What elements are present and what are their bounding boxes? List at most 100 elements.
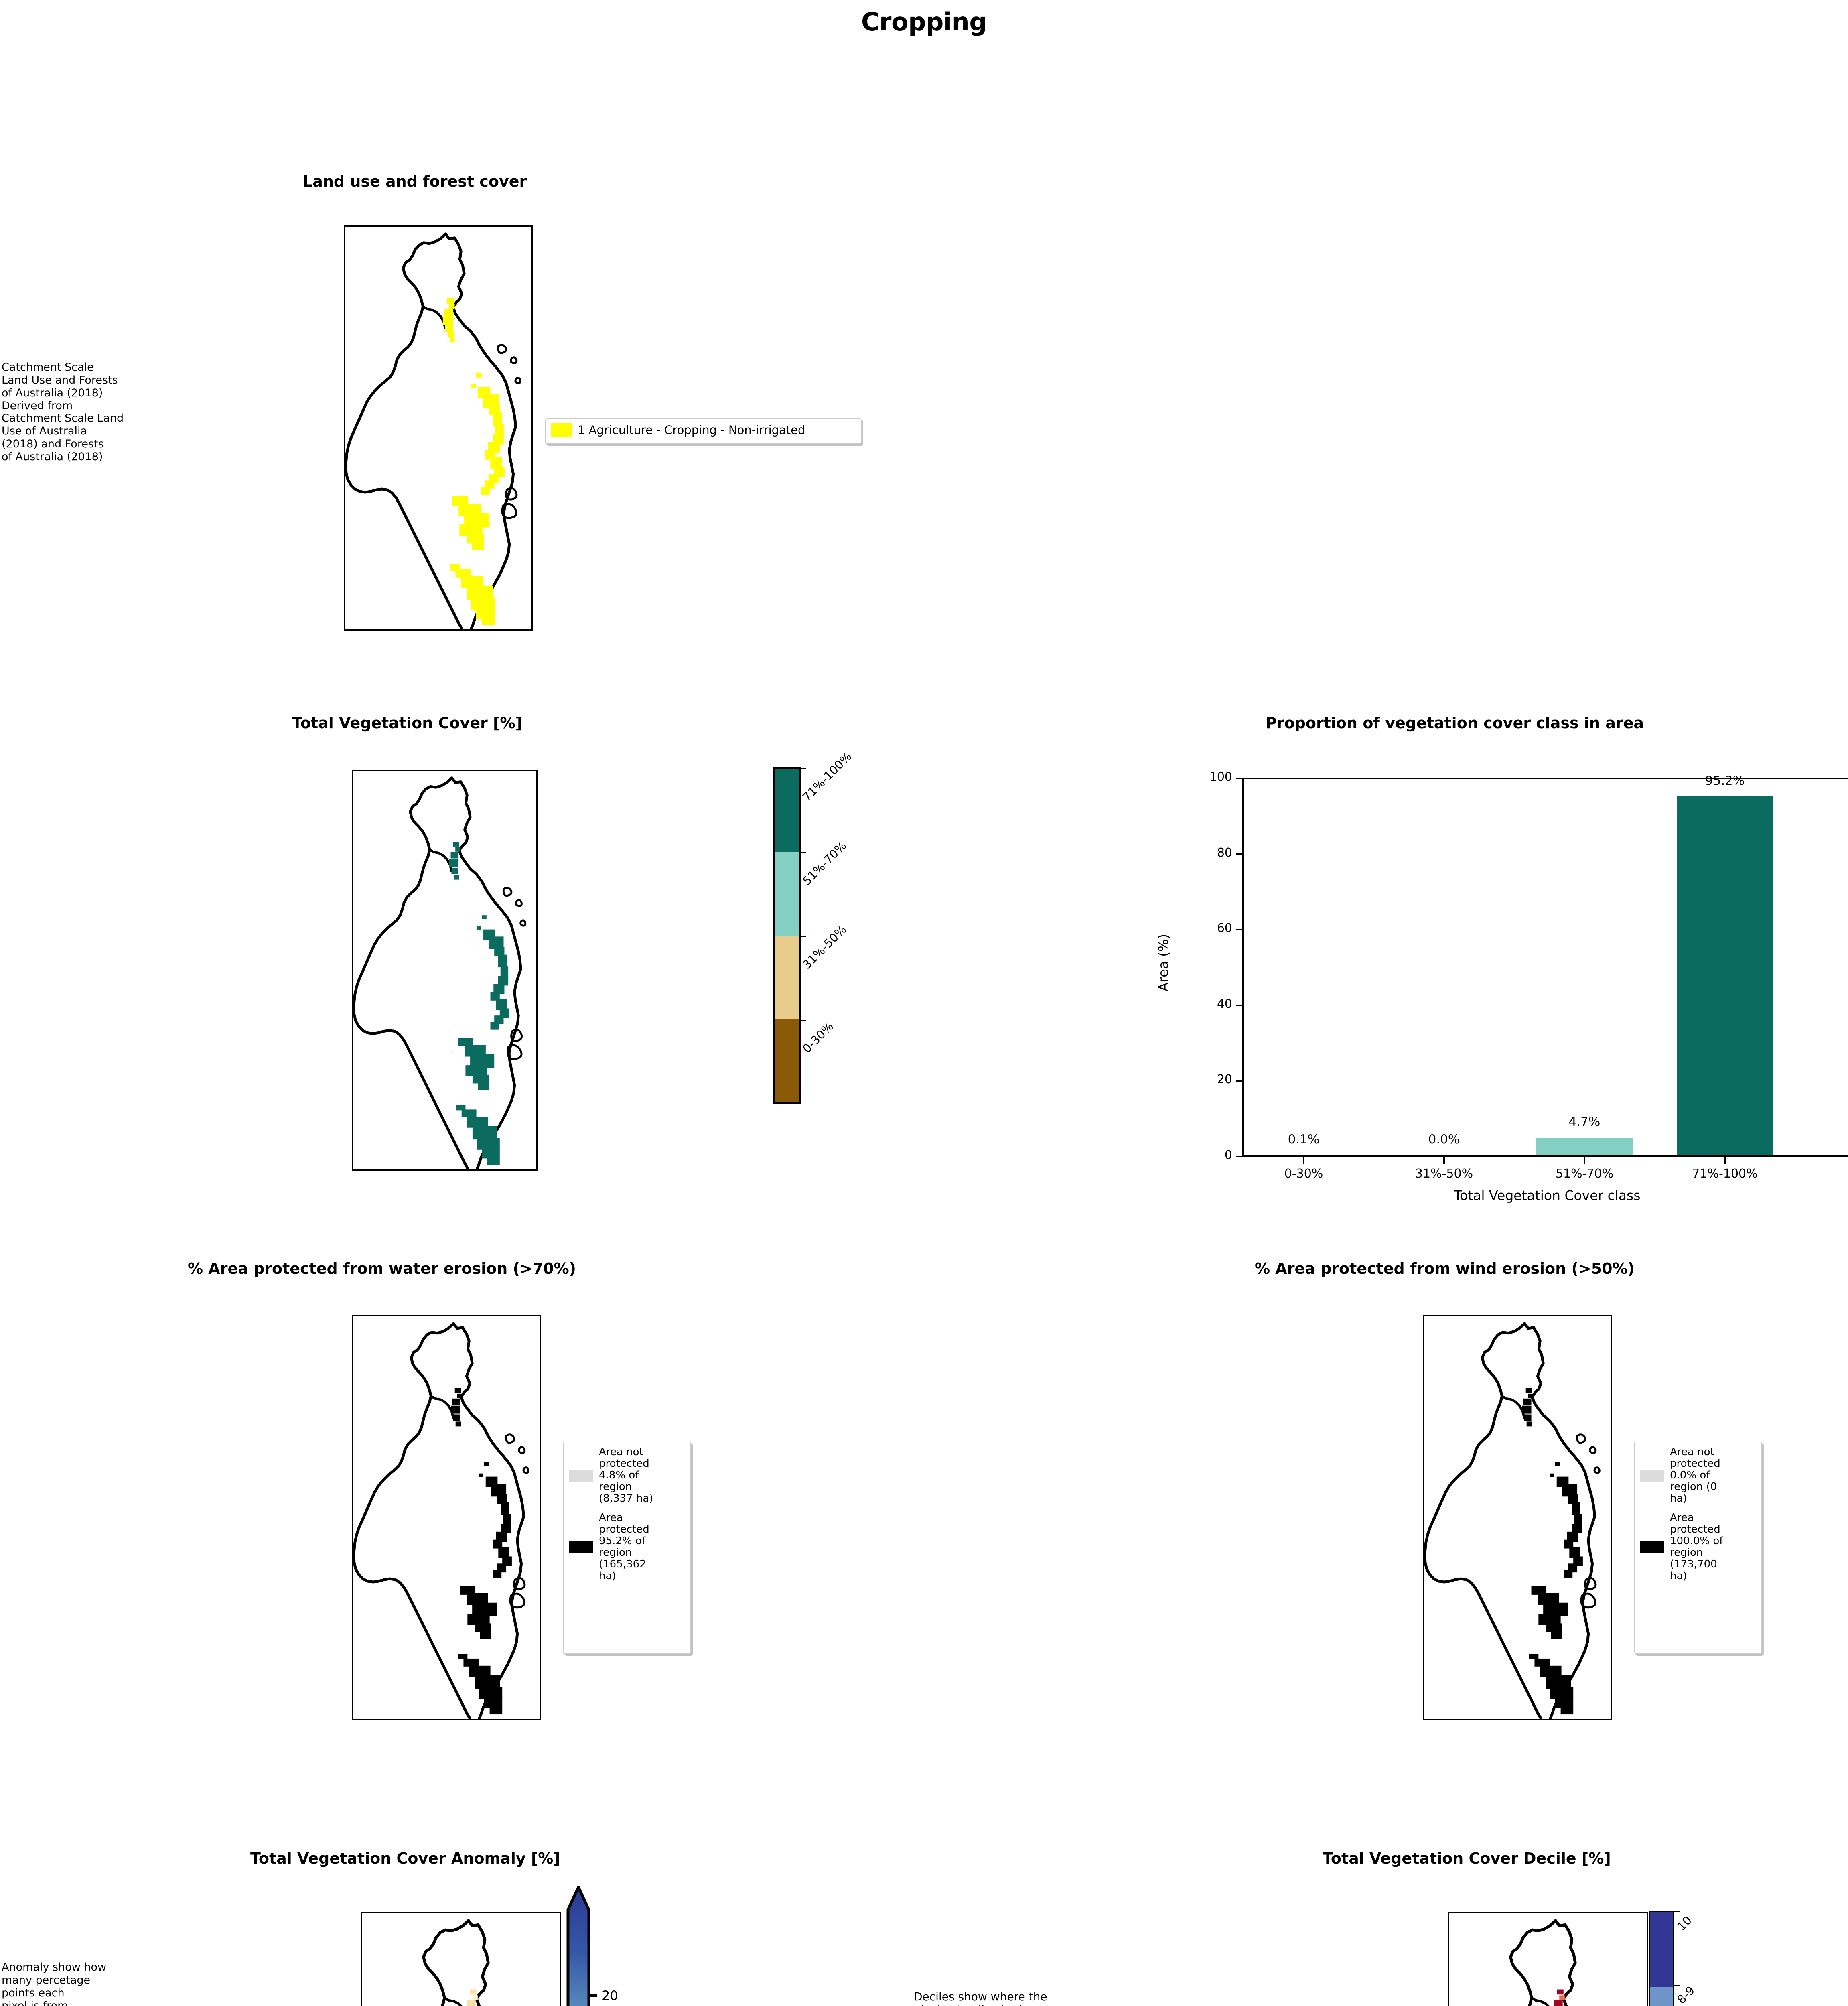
colorbar-tick (1673, 1985, 1680, 1986)
map-wind-erosion[interactable] (1423, 1315, 1612, 1720)
map-tick (344, 394, 345, 396)
map-decile-svg (1509, 1919, 1577, 2006)
map-tick (1423, 1483, 1424, 1484)
chart-x-ticklabel-31-50: 31%-50% (1415, 1167, 1473, 1181)
colorbar-decile-label-8-9: 8-9 (1674, 1983, 1698, 2006)
chart-x-axis-label: Total Vegetation Cover class (1454, 1188, 1641, 1203)
map-tick (344, 455, 345, 456)
legend-label-protected: Area protected 100.0% of region (173,700… (1670, 1511, 1723, 1582)
legend-water-erosion[interactable]: Area not protected 4.8% of region (8,337… (563, 1442, 691, 1654)
anomaly-note: Anomaly show how many percetage points e… (2, 1961, 107, 2006)
map-tick (352, 996, 353, 997)
colorbar-label-71-100: 71%-100% (799, 749, 854, 804)
map-tick (352, 1483, 353, 1484)
chart-title-proportion: Proportion of vegetation cover class in … (1266, 714, 1644, 732)
colorbar-total-vegetation-cover[interactable] (773, 767, 806, 1104)
map-decile[interactable] (1448, 1912, 1648, 2006)
colorbar-anomaly[interactable] (561, 1883, 597, 2006)
chart-y-axis-label: Area (%) (1155, 934, 1171, 992)
map-tick (352, 937, 353, 938)
map-tick (416, 1719, 417, 1720)
chart-y-ticklabel-100: 100 (1209, 770, 1232, 784)
legend-label-protected: Area protected 95.2% of region (165,362 … (599, 1511, 649, 1582)
map-tick (352, 877, 353, 878)
colorbar-segment-0-30 (775, 1019, 799, 1102)
chart-x-axis (1242, 1155, 1848, 1157)
map-tick (487, 1719, 489, 1720)
legend-row-protected: Area protected 95.2% of region (165,362 … (569, 1512, 685, 1582)
legend-row-not-protected: Area not protected 0.0% of region (0 ha) (1640, 1446, 1756, 1505)
land-use-source-note: Catchment Scale Land Use and Forests of … (2, 361, 124, 463)
chart-bar-label-51-70: 4.7% (1568, 1115, 1601, 1129)
chart-x-tick (1724, 1157, 1726, 1164)
chart-x-ticklabel-0-30: 0-30% (1284, 1167, 1323, 1181)
chart-top-spine (1242, 778, 1848, 779)
map-tick (1423, 1423, 1424, 1424)
colorbar-anomaly-body (566, 1886, 590, 2006)
colorbar-tick (799, 768, 806, 769)
chart-y-ticklabel-40: 40 (1217, 997, 1232, 1011)
map-water-erosion[interactable] (352, 1315, 541, 1720)
chart-bar-label-31-50: 0.0% (1428, 1132, 1460, 1147)
map-tick (1423, 1604, 1424, 1605)
map-tick (352, 1056, 353, 1057)
panel-title-land-use: Land use and forest cover (303, 173, 527, 190)
map-tick (344, 275, 345, 276)
map-tick (344, 334, 345, 335)
chart-y-tick (1236, 929, 1243, 930)
map-tick (352, 818, 353, 819)
map-land-use-svg (345, 232, 521, 629)
chart-bar-label-71-100: 95.2% (1705, 774, 1745, 788)
map-tick (352, 1364, 353, 1365)
colorbar-decile[interactable] (1649, 1911, 1680, 2006)
colorbar-tick (799, 936, 806, 937)
chart-y-tick (1236, 1080, 1243, 1082)
map-anomaly-svg (422, 1919, 490, 2006)
legend-swatch-protected (569, 1541, 593, 1553)
page-title: Cropping (861, 7, 987, 37)
panel-title-decile: Total Vegetation Cover Decile [%] (1323, 1850, 1611, 1867)
chart-y-tick (1236, 778, 1243, 779)
map-tick (1423, 1364, 1424, 1365)
colorbar-anomaly-tick-20: 20 (602, 1988, 618, 2003)
chart-x-tick (1303, 1157, 1304, 1164)
panel-title-veg-cover: Total Vegetation Cover [%] (292, 714, 522, 732)
map-land-use[interactable] (344, 225, 533, 631)
panel-title-water-erosion: % Area protected from water erosion (>70… (188, 1260, 576, 1277)
colorbar-segment-31-50 (775, 936, 799, 1019)
chart-bar-71-100[interactable] (1677, 796, 1773, 1155)
legend-wind-erosion[interactable]: Area not protected 0.0% of region (0 ha)… (1634, 1442, 1762, 1654)
map-tick (1423, 1664, 1424, 1665)
legend-land-use[interactable]: 1 Agriculture - Cropping - Non-irrigated (545, 418, 862, 444)
map-tick (344, 575, 345, 576)
colorbar-segment-51-70 (775, 852, 799, 936)
map-tick (352, 1115, 353, 1116)
colorbar-decile-label-10: 10 (1674, 1913, 1695, 1934)
map-tick (1558, 1719, 1560, 1720)
map-anomaly[interactable] (361, 1912, 561, 2006)
colorbar-label-0-30: 0-30% (799, 1019, 836, 1056)
map-tick (352, 1664, 353, 1665)
map-water-svg (353, 1322, 529, 1719)
colorbar-tick (1673, 1911, 1680, 1912)
map-tick (1487, 1719, 1488, 1720)
map-tick (480, 629, 481, 631)
colorbar-segment-10 (1650, 1912, 1673, 1988)
legend-swatch-cropping (551, 423, 572, 437)
map-wind-svg (1424, 1322, 1601, 1719)
chart-y-ticklabel-80: 80 (1217, 846, 1232, 860)
chart-y-ticklabel-20: 20 (1217, 1072, 1232, 1086)
colorbar-label-31-50: 31%-50% (799, 922, 849, 972)
map-tick (409, 629, 410, 631)
map-tick (1448, 1960, 1449, 1961)
legend-label-cropping: 1 Agriculture - Cropping - Non-irrigated (578, 423, 805, 437)
chart-proportion-of-vegetation-cover-class[interactable]: 0 20 40 60 80 100 Area (%) 0.1% 0.0% 4.7… (1123, 746, 1848, 1256)
chart-bar-51-70[interactable] (1536, 1138, 1633, 1155)
chart-bar-label-0-30: 0.1% (1288, 1132, 1320, 1147)
colorbar-segment-8-9 (1650, 1987, 1673, 2006)
map-total-vegetation-cover[interactable] (352, 770, 538, 1171)
chart-y-tick (1236, 1005, 1243, 1006)
legend-row-protected: Area protected 100.0% of region (173,700… (1640, 1512, 1756, 1582)
panel-title-anomaly: Total Vegetation Cover Anomaly [%] (250, 1850, 560, 1867)
chart-x-ticklabel-51-70: 51%-70% (1555, 1167, 1614, 1181)
